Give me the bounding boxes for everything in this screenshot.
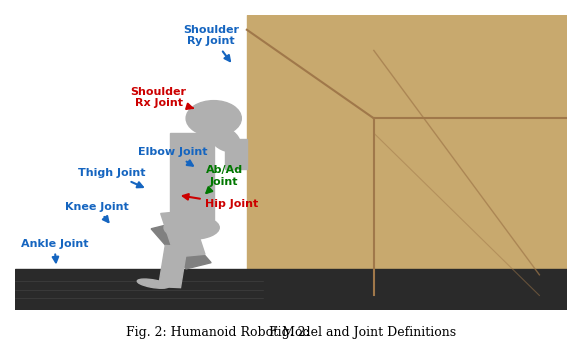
Ellipse shape xyxy=(210,126,240,152)
Text: Elbow Joint: Elbow Joint xyxy=(137,147,207,166)
Bar xyxy=(15,269,567,310)
Bar xyxy=(247,15,567,295)
Text: Thigh Joint: Thigh Joint xyxy=(78,168,146,187)
Text: Fig. 2:: Fig. 2: xyxy=(269,326,313,339)
Text: Ankle Joint: Ankle Joint xyxy=(20,239,88,262)
Text: Shoulder
Ry Joint: Shoulder Ry Joint xyxy=(183,25,239,61)
Bar xyxy=(158,245,187,288)
Bar xyxy=(225,139,247,169)
Text: Knee Joint: Knee Joint xyxy=(65,202,129,222)
Text: Fig. 2: Humanoid Robot Model and Joint Definitions: Fig. 2: Humanoid Robot Model and Joint D… xyxy=(126,326,456,339)
Bar xyxy=(161,211,205,257)
Ellipse shape xyxy=(137,279,169,288)
Text: Shoulder
Rx Joint: Shoulder Rx Joint xyxy=(130,87,193,109)
Bar xyxy=(169,133,214,228)
Ellipse shape xyxy=(186,101,242,136)
Bar xyxy=(151,222,211,269)
Text: Ab/Ad
Joint: Ab/Ad Joint xyxy=(205,165,243,193)
Text: Hip Joint: Hip Joint xyxy=(183,194,258,209)
Ellipse shape xyxy=(164,216,219,239)
